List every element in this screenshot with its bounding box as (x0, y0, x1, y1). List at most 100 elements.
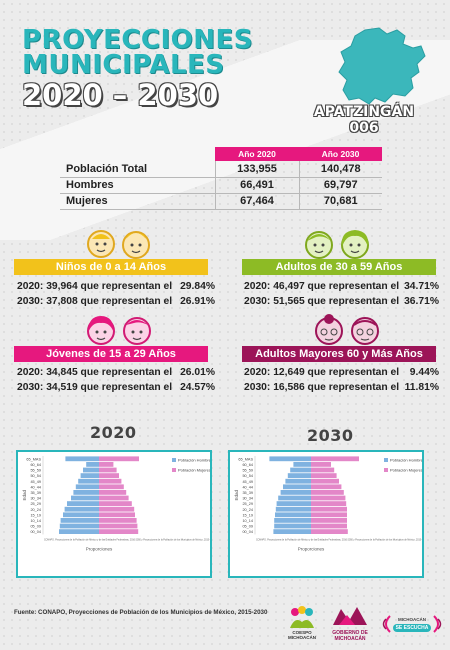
y-axis-label: Edad (22, 489, 27, 500)
bar-mujeres (311, 529, 348, 534)
stat-percent: 24.57% (180, 382, 215, 393)
cell-value: 66,491 (214, 177, 299, 194)
x-axis-label: Proporciones (298, 546, 325, 551)
chart-source-note: CONAPO. Proyecciones de la Población de … (256, 538, 422, 541)
bar-hombres (290, 467, 311, 473)
sound-waves-left-icon (382, 615, 391, 633)
tick-label: 15_19 (30, 513, 41, 517)
bar-hombres (285, 478, 311, 484)
cell-value: 70,681 (298, 193, 382, 210)
coespo-logo-text: COESPO MICHOACÁN (288, 630, 316, 640)
bar-mujeres (311, 462, 331, 467)
table-header-row: Año 2020 Año 2030 (60, 147, 382, 161)
bar-hombres (287, 473, 311, 478)
tick-label: 35_39 (242, 491, 253, 495)
bar-hombres (275, 506, 311, 512)
cell-value: 69,797 (298, 177, 382, 194)
title-line-1: PROYECCIONES (22, 25, 254, 55)
bar-mujeres (311, 512, 347, 518)
stat-percent: 36.71% (404, 296, 439, 307)
bar-hombres (65, 456, 99, 462)
stat-jovenes-2030: 2030: 34,519 que representan el 24.57% (17, 382, 215, 393)
bar-mujeres (99, 501, 132, 506)
bar-hombres (273, 529, 311, 534)
title-line-2: MUNICIPALES (22, 50, 225, 80)
tick-label: 35_39 (30, 491, 41, 495)
tick-label: 30_34 (30, 497, 41, 501)
bar-hombres (75, 484, 99, 490)
stat-text: 2030: 16,586 que representan el (244, 382, 400, 393)
pyramid-title-2030: 2030 (307, 426, 354, 445)
bar-hombres (274, 518, 311, 523)
bar-mujeres (311, 484, 342, 490)
bar-mujeres (99, 462, 114, 467)
tick-label: 00_04 (242, 530, 253, 534)
bar-hombres (80, 473, 99, 478)
stat-percent: 11.81% (404, 382, 439, 393)
bar-mujeres (311, 506, 347, 512)
bar-hombres (73, 490, 99, 495)
tick-label: 15_19 (242, 513, 253, 517)
tick-label: 40_44 (242, 485, 253, 489)
bar-hombres (86, 462, 99, 467)
bar-mujeres (99, 506, 135, 512)
stat-text: 2030: 51,565 que representan el (244, 296, 400, 307)
bar-hombres (59, 529, 99, 534)
bar-mujeres (311, 478, 339, 484)
cell-value: 140,478 (298, 161, 382, 178)
stat-ninos-2030: 2030: 37,808 que representan el 26.91% (17, 296, 215, 307)
cell-value: 67,464 (214, 193, 299, 210)
stat-percent: 29.84% (180, 281, 215, 292)
bar-hombres (274, 523, 311, 529)
tick-label: 30_34 (242, 497, 253, 501)
row-label: Hombres (60, 177, 215, 194)
michoacan-escucha-badge: SE ESCUCHA (393, 624, 431, 632)
stat-percent: 26.91% (180, 296, 215, 307)
band-jovenes: Jóvenes de 15 a 29 Años (14, 346, 208, 362)
bar-hombres (293, 462, 311, 467)
band-ninos: Niños de 0 a 14 Años (14, 259, 208, 275)
youth-faces-icon (87, 316, 151, 345)
bar-mujeres (311, 518, 347, 523)
bar-mujeres (311, 473, 337, 478)
band-mayores: Adultos Mayores 60 y Más Años (242, 346, 436, 362)
legend-label-mujeres: Población Mujeres (178, 468, 210, 473)
legend-label-mujeres: Población Mujeres (390, 468, 422, 473)
bar-mujeres (311, 456, 359, 462)
bar-mujeres (99, 467, 117, 473)
legend-swatch-mujeres (172, 468, 176, 472)
bar-mujeres (99, 523, 138, 529)
tick-label: 65_MAS (26, 457, 41, 461)
bar-hombres (280, 490, 311, 495)
bar-mujeres (311, 523, 347, 529)
michoacan-escucha-top: MICHOACÁN (398, 617, 426, 622)
municipality-map-icon (338, 27, 426, 105)
column-header: Año 2030 (299, 147, 382, 161)
bar-hombres (64, 506, 99, 512)
bar-hombres (59, 523, 99, 529)
pyramid-chart-2020: Edad 65_MAS 60_64 55_59 50_54 45_49 40_44 35_39… (16, 450, 216, 578)
bar-hombres (276, 501, 311, 506)
bar-mujeres (99, 495, 129, 501)
bar-mujeres (99, 456, 139, 462)
bar-hombres (278, 495, 311, 501)
bar-mujeres (99, 518, 137, 523)
tick-label: 20_24 (242, 508, 253, 512)
tick-label: 50_54 (242, 474, 253, 478)
stat-text: 2030: 37,808 que representan el (17, 296, 173, 307)
bar-hombres (71, 495, 99, 501)
bar-mujeres (99, 512, 135, 518)
band-adultos: Adultos de 30 a 59 Años (242, 259, 436, 275)
bar-hombres (83, 467, 99, 473)
municipality-code: 006 (349, 120, 379, 136)
bar-mujeres (99, 473, 119, 478)
stat-text: 2020: 46,497 que representan el (244, 281, 400, 292)
bar-hombres (269, 456, 311, 462)
gobierno-logo-text: GOBIERNO DE MICHOACÁN (332, 630, 368, 642)
footer-source: Fuente: CONAPO, Proyecciones de Població… (14, 609, 268, 616)
bar-mujeres (311, 490, 344, 495)
tick-label: 60_64 (242, 463, 253, 467)
stat-mayores-2020: 2020: 12,649 que representan el 9.44% (244, 367, 439, 378)
